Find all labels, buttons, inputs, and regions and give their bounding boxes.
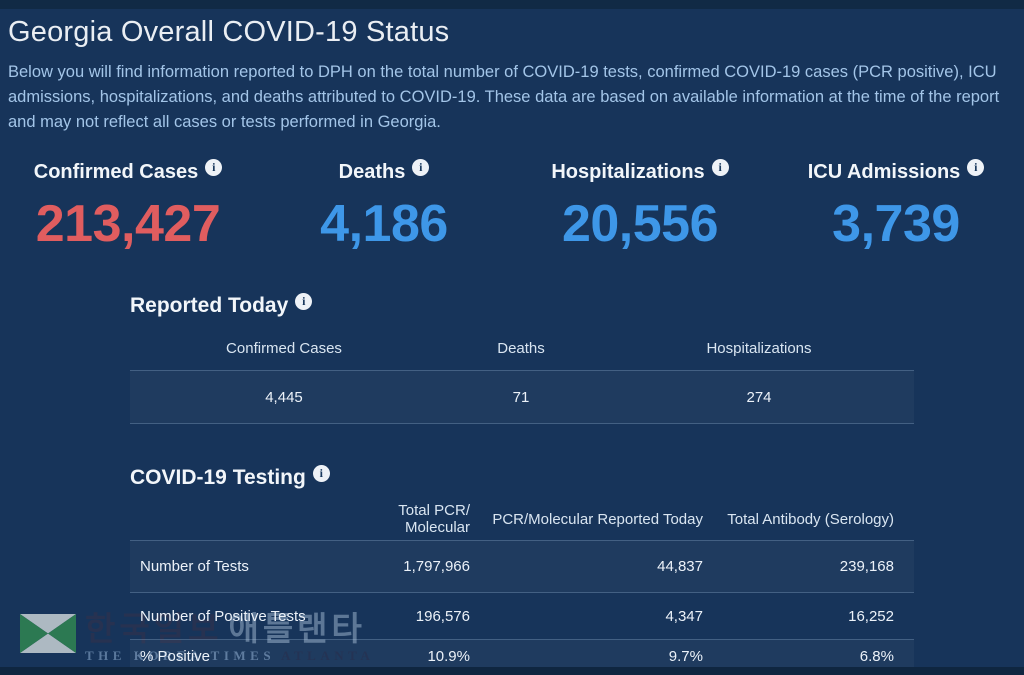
summary-stats-row: Confirmed Cases i 213,427 Deaths i 4,186 H… bbox=[0, 159, 1024, 252]
reported-today-data-row: 4,445 71 274 bbox=[130, 371, 914, 423]
row-label-number-of-positive-tests: Number of Positive Tests bbox=[140, 607, 306, 625]
table-divider bbox=[130, 423, 914, 424]
column-header-hospitalizations: Hospitalizations bbox=[706, 339, 812, 357]
positive-tests-reported-today: 4,347 bbox=[665, 607, 703, 625]
stat-value-confirmed-cases: 213,427 bbox=[35, 195, 221, 253]
page-title: Georgia Overall COVID-19 Status bbox=[8, 16, 450, 48]
percent-positive-total-pcr: 10.9% bbox=[427, 647, 470, 665]
table-row-number-of-positive-tests: Number of Positive Tests 196,576 4,347 1… bbox=[130, 593, 914, 639]
korea-times-watermark: 한국일보 애틀랜타 THE KOREA TIMES ATLANTA bbox=[20, 611, 374, 664]
info-icon[interactable]: i bbox=[967, 159, 985, 176]
table-divider bbox=[130, 639, 914, 640]
number-of-tests-reported-today: 44,837 bbox=[657, 558, 703, 575]
stat-label-deaths: Deaths bbox=[338, 161, 406, 183]
row-label-number-of-tests: Number of Tests bbox=[140, 558, 249, 575]
info-icon[interactable]: i bbox=[412, 159, 430, 176]
testing-header-row: Total PCR/ Molecular PCR/Molecular Repor… bbox=[130, 498, 914, 540]
percent-positive-reported-today: 9.7% bbox=[668, 647, 703, 665]
info-icon[interactable]: i bbox=[711, 159, 729, 176]
watermark-korean-city: 애틀랜타 bbox=[228, 610, 366, 647]
info-icon[interactable]: i bbox=[312, 464, 330, 482]
percent-positive-antibody: 6.8% bbox=[859, 647, 894, 665]
covid-testing-table: Total PCR/ Molecular PCR/Molecular Repor… bbox=[130, 498, 914, 673]
watermark-english-name: THE KOREA TIMES bbox=[85, 648, 276, 663]
watermark-korean-name: 한국일보 bbox=[85, 610, 223, 647]
page-description: Below you will find information reported… bbox=[8, 63, 1000, 131]
column-header-pcr-reported-today: PCR/Molecular Reported Today bbox=[492, 510, 703, 528]
stat-value-hospitalizations: 20,556 bbox=[561, 195, 719, 253]
stat-label-hospitalizations: Hospitalizations bbox=[551, 161, 705, 183]
number-of-tests-antibody: 239,168 bbox=[839, 558, 894, 575]
positive-tests-total-pcr: 196,576 bbox=[415, 607, 470, 625]
column-header-total-pcr: Total PCR/ Molecular bbox=[398, 502, 470, 536]
info-icon[interactable]: i bbox=[205, 159, 223, 176]
korea-times-wordmark: 한국일보 애틀랜타 THE KOREA TIMES ATLANTA bbox=[85, 611, 374, 664]
covid-testing-section: COVID-19 Testing i Total PCR/ Molecular P… bbox=[130, 464, 914, 673]
stat-icu-admissions: ICU Admissions i 3,739 bbox=[768, 159, 1024, 252]
stat-label-icu-admissions: ICU Admissions bbox=[807, 161, 961, 183]
reported-today-deaths-value: 71 bbox=[512, 388, 530, 406]
stat-deaths: Deaths i 4,186 bbox=[256, 159, 512, 252]
info-icon[interactable]: i bbox=[295, 292, 313, 310]
stat-value-icu-admissions: 3,739 bbox=[832, 195, 960, 253]
positive-tests-antibody: 16,252 bbox=[848, 607, 894, 625]
column-header-deaths: Deaths bbox=[497, 339, 545, 357]
table-divider bbox=[130, 592, 914, 593]
number-of-tests-total-pcr: 1,797,966 bbox=[403, 558, 470, 575]
stat-confirmed-cases: Confirmed Cases i 213,427 bbox=[0, 159, 256, 252]
top-border-strip bbox=[0, 0, 1024, 9]
table-row-percent-positive: % Positive 10.9% 9.7% 6.8% bbox=[130, 640, 914, 672]
page-header: Georgia Overall COVID-19 Status Below yo… bbox=[0, 9, 1024, 135]
stat-hospitalizations: Hospitalizations i 20,556 bbox=[512, 159, 768, 252]
table-divider bbox=[130, 540, 914, 541]
reported-today-confirmed-value: 4,445 bbox=[265, 388, 303, 406]
reported-today-hospitalizations-value: 274 bbox=[746, 388, 772, 406]
reported-today-table: Confirmed Cases Deaths Hospitalizations … bbox=[130, 326, 914, 424]
stat-label-confirmed-cases: Confirmed Cases bbox=[33, 161, 199, 183]
column-header-total-antibody: Total Antibody (Serology) bbox=[727, 510, 894, 528]
row-label-percent-positive: % Positive bbox=[140, 647, 211, 665]
reported-today-header-row: Confirmed Cases Deaths Hospitalizations bbox=[130, 326, 914, 370]
watermark-english-city: ATLANTA bbox=[281, 648, 375, 663]
korea-times-logo-icon bbox=[20, 614, 76, 653]
column-header-confirmed-cases: Confirmed Cases bbox=[226, 339, 342, 357]
table-row-number-of-tests: Number of Tests 1,797,966 44,837 239,168 bbox=[130, 541, 914, 592]
covid-testing-heading: COVID-19 Testing bbox=[130, 466, 306, 489]
stat-value-deaths: 4,186 bbox=[320, 195, 448, 253]
reported-today-heading: Reported Today bbox=[130, 294, 289, 317]
bottom-border-strip bbox=[0, 667, 1024, 675]
reported-today-section: Reported Today i Confirmed Cases Deaths H… bbox=[130, 292, 914, 424]
table-divider bbox=[130, 370, 914, 371]
